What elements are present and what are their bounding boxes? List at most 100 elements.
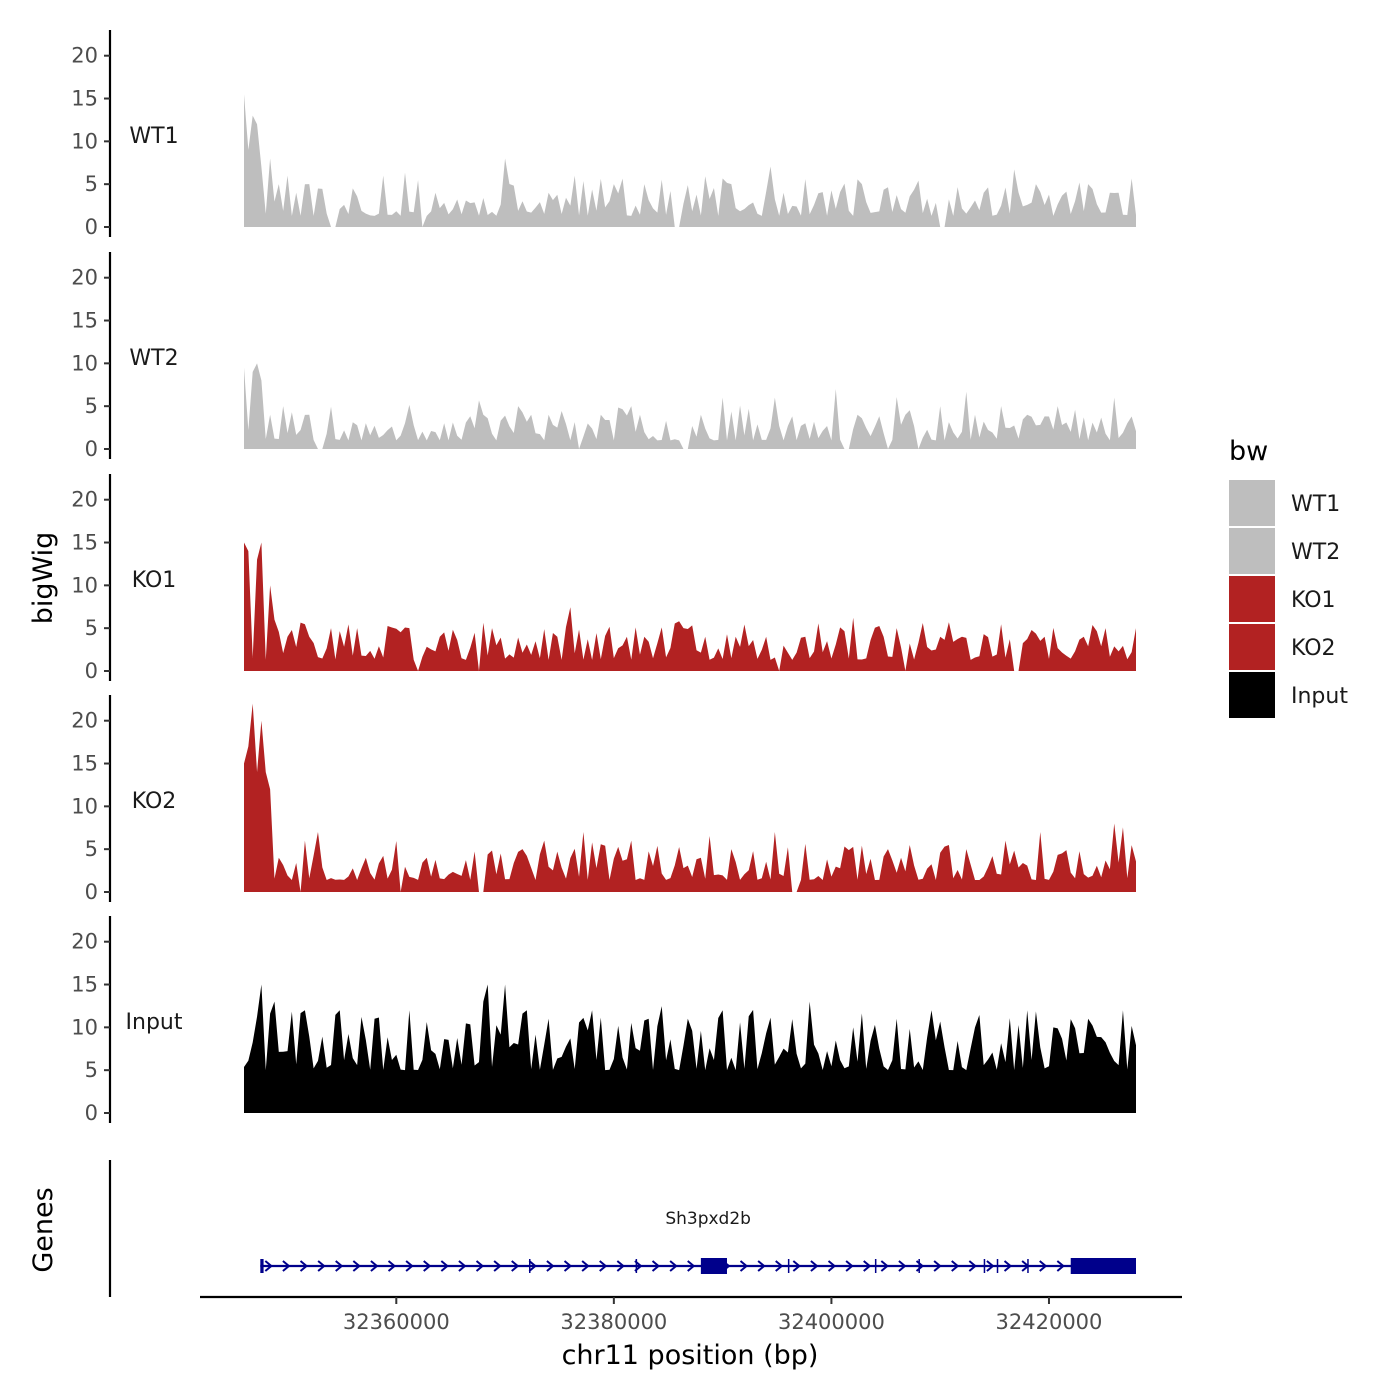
track-ko2: 0 5 10 15 20 KO2 — [71, 695, 1136, 904]
strand-arrow — [951, 1260, 960, 1272]
exon — [787, 1259, 790, 1273]
strand-arrow — [299, 1260, 309, 1272]
strand-arrow — [792, 1260, 801, 1272]
x-ticks: 32360000 32380000 32400000 32420000 — [343, 1297, 1103, 1334]
signal-area-ko1 — [244, 542, 1136, 671]
y-tick-label: 20 — [71, 930, 98, 954]
legend-label: KO1 — [1291, 588, 1336, 613]
strand-arrow — [581, 1260, 590, 1272]
signal-area-ko2 — [244, 703, 1136, 892]
y-tick-label: 15 — [71, 87, 98, 111]
strand-arrow — [757, 1260, 766, 1272]
y-axis-title: bigWig — [28, 532, 59, 625]
strand-arrow — [511, 1260, 520, 1272]
exon — [996, 1259, 999, 1273]
signal-area-input — [244, 984, 1136, 1113]
genes-axis-title: Genes — [28, 1187, 59, 1272]
legend-swatch — [1229, 576, 1275, 622]
y-tick-label: 15 — [71, 973, 98, 997]
y-tick-label: 0 — [85, 880, 98, 904]
y-tick-label: 5 — [85, 172, 98, 196]
x-axis-title: chr11 position (bp) — [562, 1340, 819, 1371]
y-tick-label: 10 — [71, 351, 98, 375]
track-input: 0 5 10 15 20 Input — [71, 916, 1136, 1125]
legend-item-input: Input — [1229, 672, 1348, 718]
signal-area-wt1 — [244, 94, 1136, 228]
gene-name-label: Sh3pxd2b — [665, 1209, 751, 1229]
exon — [1027, 1259, 1029, 1273]
strand-arrow — [264, 1260, 273, 1272]
x-axis: 32360000 32380000 32400000 32420000 chr11 p… — [200, 1295, 1182, 1371]
signal-area-wt2 — [244, 363, 1136, 449]
track-label: WT2 — [129, 346, 178, 371]
strand-arrow — [1039, 1260, 1048, 1272]
strand-arrow — [1056, 1260, 1065, 1272]
y-tick-label: 10 — [71, 573, 98, 597]
y-tick-label: 20 — [71, 488, 98, 512]
signal-tracks: 0 5 10 15 20 WT1 0 5 10 15 20 WT2 0 5 10 15 20 KO1 0 5 10 15 2… — [71, 30, 1136, 1125]
track-wt2: 0 5 10 15 20 WT2 — [71, 252, 1136, 461]
strand-arrow — [493, 1260, 502, 1272]
strand-arrow — [669, 1260, 678, 1272]
strand-arrow — [898, 1260, 907, 1272]
strand-arrow — [968, 1260, 977, 1272]
strand-arrow — [335, 1260, 344, 1272]
x-tick-label: 32420000 — [996, 1310, 1103, 1334]
y-tick-label: 20 — [71, 44, 98, 68]
legend-label: WT1 — [1291, 492, 1340, 517]
strand-arrow — [370, 1260, 379, 1272]
strand-arrow — [282, 1260, 291, 1272]
strand-arrow — [739, 1260, 749, 1272]
strand-arrow — [405, 1260, 414, 1272]
y-tick-label: 15 — [71, 309, 98, 333]
exon — [1070, 1258, 1136, 1274]
y-tick-label: 15 — [71, 752, 98, 776]
track-ko1: 0 5 10 15 20 KO1 — [71, 474, 1136, 683]
gene-models: Sh3pxd2b — [260, 1209, 1136, 1274]
exon — [260, 1259, 264, 1273]
strand-arrow — [387, 1260, 397, 1272]
track-label: WT1 — [129, 124, 178, 149]
y-tick-label: 5 — [85, 1058, 98, 1082]
legend-label: WT2 — [1291, 540, 1340, 565]
strand-arrow — [810, 1260, 819, 1272]
strand-arrow — [616, 1260, 625, 1272]
strand-arrow — [986, 1260, 995, 1272]
strand-arrow — [546, 1260, 555, 1272]
legend-label: Input — [1291, 684, 1348, 709]
strand-arrow — [933, 1260, 942, 1272]
strand-arrow — [1003, 1260, 1013, 1272]
strand-arrow — [775, 1260, 784, 1272]
exon — [983, 1259, 986, 1273]
y-tick-label: 10 — [71, 129, 98, 153]
strand-arrow — [423, 1260, 432, 1272]
strand-arrow — [528, 1260, 537, 1272]
track-wt1: 0 5 10 15 20 WT1 — [71, 30, 1136, 239]
legend-swatch — [1229, 672, 1275, 718]
legend-title: bw — [1229, 436, 1268, 467]
strand-arrow — [845, 1260, 854, 1272]
genes-panel: Genes Sh3pxd2b — [28, 1160, 1136, 1297]
strand-arrow — [458, 1260, 467, 1272]
strand-arrow — [563, 1260, 573, 1272]
y-tick-label: 0 — [85, 215, 98, 239]
strand-arrow — [880, 1260, 889, 1272]
x-tick-label: 32380000 — [560, 1310, 667, 1334]
gene-model: Sh3pxd2b — [260, 1209, 1136, 1274]
exon — [529, 1259, 531, 1273]
strand-arrow — [317, 1260, 326, 1272]
legend-swatch — [1229, 528, 1275, 574]
y-tick-label: 5 — [85, 616, 98, 640]
strand-arrow — [440, 1260, 449, 1272]
y-tick-label: 15 — [71, 531, 98, 555]
x-tick-label: 32400000 — [778, 1310, 885, 1334]
legend-swatch — [1229, 624, 1275, 670]
legend-item-ko2: KO2 — [1229, 624, 1336, 670]
y-tick-label: 10 — [71, 794, 98, 818]
legend-items: WT1 WT2 KO1 KO2 Input — [1229, 480, 1348, 718]
y-tick-label: 0 — [85, 1101, 98, 1125]
track-label: Input — [126, 1010, 183, 1035]
exon — [874, 1259, 877, 1273]
legend-item-wt2: WT2 — [1229, 528, 1340, 574]
legend-swatch — [1229, 480, 1275, 526]
